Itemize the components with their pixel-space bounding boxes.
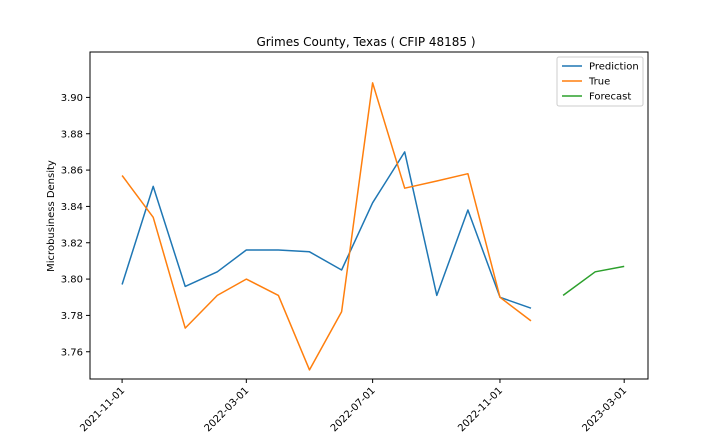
y-tick-label: 3.88 (61, 129, 83, 140)
y-tick-label: 3.84 (61, 202, 83, 213)
legend: Prediction True Forecast (556, 56, 644, 107)
legend-label: Forecast (589, 92, 631, 103)
y-tick-label: 3.90 (61, 93, 83, 104)
y-tick-label: 3.78 (61, 311, 83, 322)
series-line-prediction (121, 151, 532, 309)
legend-box (556, 56, 644, 107)
y-tick-label: 3.82 (61, 238, 83, 249)
y-tick-label: 3.86 (61, 166, 83, 177)
y-axis-label: Microbusiness Density (46, 160, 57, 272)
y-tick-label: 3.80 (61, 275, 83, 286)
legend-label: True (588, 77, 610, 88)
plot-frame (89, 51, 649, 380)
series-line-forecast (562, 265, 625, 297)
series-line-true (121, 82, 532, 371)
legend-label: Prediction (589, 62, 639, 73)
y-axis: 3.76 3.78 3.80 3.82 3.84 3.86 3.88 3.90 (61, 93, 90, 358)
y-tick-label: 3.76 (61, 347, 83, 358)
plot-lines (121, 82, 625, 371)
chart-title: Grimes County, Texas ( CFIP 48185 ) (256, 35, 475, 49)
